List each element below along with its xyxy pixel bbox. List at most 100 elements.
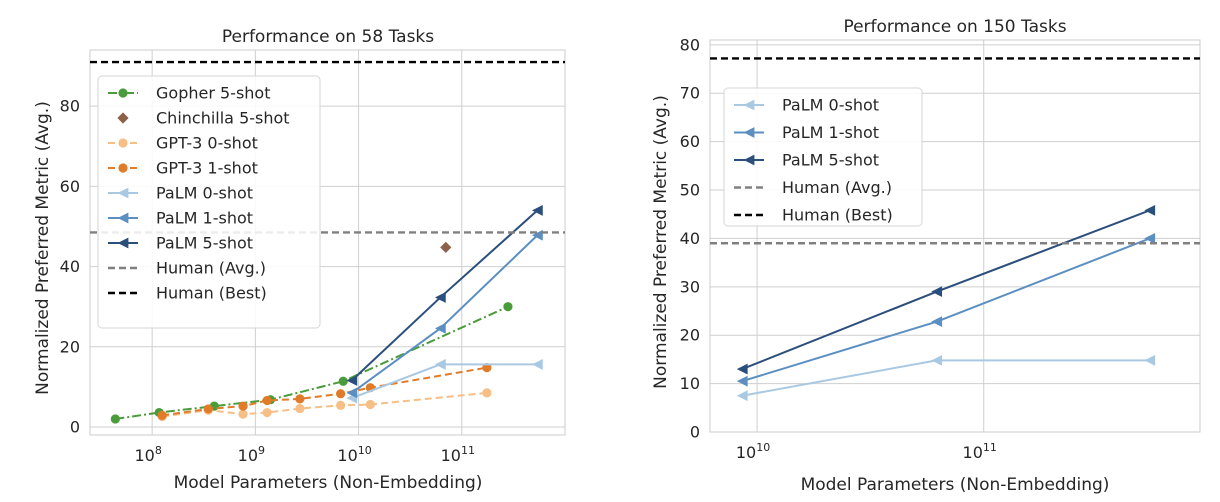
y-tick-label: 30 <box>680 277 700 296</box>
data-point <box>931 316 943 328</box>
data-point <box>346 387 358 399</box>
data-point <box>531 359 543 370</box>
legend: Gopher 5-shot Chinchilla 5-shot GPT-3 0-sh… <box>97 75 321 329</box>
series-palm-0-shot <box>736 354 1156 402</box>
y-tick-label: 80 <box>680 35 700 54</box>
legend-entry: Chinchilla 5-shot <box>117 109 290 128</box>
legend-entry: PaLM 0-shot <box>734 96 879 115</box>
y-tick-label: 0 <box>70 417 80 436</box>
legend-entry: PaLM 5-shot <box>734 151 879 170</box>
data-point <box>118 163 128 173</box>
series-line <box>741 209 1151 371</box>
chart-panel-150-tasks: Performance on 150 Tasks Normalized Pref… <box>651 17 1201 495</box>
legend-entry: GPT-3 0-shot <box>108 134 258 153</box>
legend-box <box>97 75 321 329</box>
legend-entry: PaLM 0-shot <box>108 184 253 203</box>
x-tick-label: 109 <box>238 444 265 465</box>
legend-entry: Human (Avg.) <box>108 259 266 278</box>
data-point <box>262 407 272 418</box>
y-tick-label: 10 <box>680 374 700 393</box>
series-line <box>162 391 487 418</box>
series-line <box>351 363 538 400</box>
y-tick-label: 0 <box>690 423 700 442</box>
data-point <box>346 375 358 386</box>
x-tick-label: 1011 <box>441 444 475 465</box>
x-tick-label: 1010 <box>337 444 371 465</box>
data-point <box>736 375 748 387</box>
data-point <box>336 389 346 399</box>
x-axis-label: Model Parameters (Non-Embedding) <box>174 473 483 493</box>
series-line <box>351 234 539 394</box>
legend-label: PaLM 5-shot <box>782 151 879 170</box>
y-tick-label: 70 <box>680 84 700 103</box>
legend-label: Human (Avg.) <box>782 178 892 197</box>
legend-label: PaLM 5-shot <box>156 234 253 253</box>
y-tick-label: 40 <box>680 229 700 248</box>
x-tick-label: 1011 <box>963 441 997 462</box>
data-point <box>118 138 128 148</box>
data-point <box>743 154 755 166</box>
chart-title: Performance on 150 Tasks <box>843 17 1066 37</box>
y-tick-label: 40 <box>60 257 80 276</box>
x-tick-label: 108 <box>134 444 161 465</box>
data-point <box>117 187 129 199</box>
data-point <box>931 354 943 366</box>
legend-entry: Human (Avg.) <box>734 178 892 197</box>
series-palm-5-shot <box>346 205 543 386</box>
series-gpt-3-1-shot <box>157 363 492 420</box>
legend-label: PaLM 1-shot <box>156 209 253 228</box>
data-point <box>1144 204 1156 216</box>
data-point <box>117 212 129 224</box>
plot-area <box>89 49 566 436</box>
data-point <box>434 292 446 303</box>
y-tick-label: 80 <box>60 97 80 116</box>
data-point <box>117 237 129 249</box>
data-point <box>117 112 129 124</box>
series-line <box>742 359 1150 397</box>
data-point <box>1144 233 1156 244</box>
legend-label: PaLM 0-shot <box>782 96 879 115</box>
y-tick-label: 60 <box>680 132 700 151</box>
series-palm-5-shot <box>736 204 1156 375</box>
legend-label: GPT-3 0-shot <box>156 134 258 153</box>
chart-panel-58-tasks: Performance on 58 Tasks Normalized Prefe… <box>33 27 566 493</box>
data-point <box>482 388 492 398</box>
y-tick-label: 20 <box>60 337 80 356</box>
data-point <box>736 363 748 375</box>
legend: PaLM 0-shot PaLM 1-shot PaLM 5-shot Human (… <box>723 87 923 227</box>
legend-box <box>723 87 923 227</box>
data-point <box>503 302 513 312</box>
legend-label: Human (Best) <box>156 284 267 303</box>
data-point <box>203 404 213 414</box>
legend-label: PaLM 0-shot <box>156 184 253 203</box>
data-point <box>110 414 120 424</box>
data-point <box>295 394 305 404</box>
legend-entry: Human (Best) <box>108 284 267 303</box>
plot-area <box>709 39 1201 433</box>
data-point <box>440 241 452 253</box>
legend-label: Gopher 5-shot <box>156 84 270 103</box>
data-point <box>262 395 272 406</box>
y-tick-label: 60 <box>60 177 80 196</box>
series-chinchilla-5-shot <box>440 241 452 253</box>
legend-entry: PaLM 1-shot <box>108 209 253 228</box>
data-point <box>434 359 446 370</box>
data-point <box>931 286 943 298</box>
data-point <box>157 410 167 420</box>
legend-label: Chinchilla 5-shot <box>156 109 290 128</box>
series-line <box>162 366 488 417</box>
data-point <box>336 400 346 410</box>
data-point <box>743 127 755 138</box>
data-point <box>238 401 248 411</box>
data-point <box>743 99 755 111</box>
legend-label: Human (Best) <box>782 206 893 225</box>
data-point <box>1144 354 1156 366</box>
series-layer <box>710 57 1200 402</box>
data-point <box>434 322 446 334</box>
y-axis-label: Normalized Preferred Metric (Avg.) <box>651 95 671 389</box>
x-tick-label: 1010 <box>736 441 770 462</box>
legend-label: Human (Avg.) <box>156 259 266 278</box>
data-point <box>531 229 543 241</box>
y-axis-label: Normalized Preferred Metric (Avg.) <box>33 101 53 395</box>
